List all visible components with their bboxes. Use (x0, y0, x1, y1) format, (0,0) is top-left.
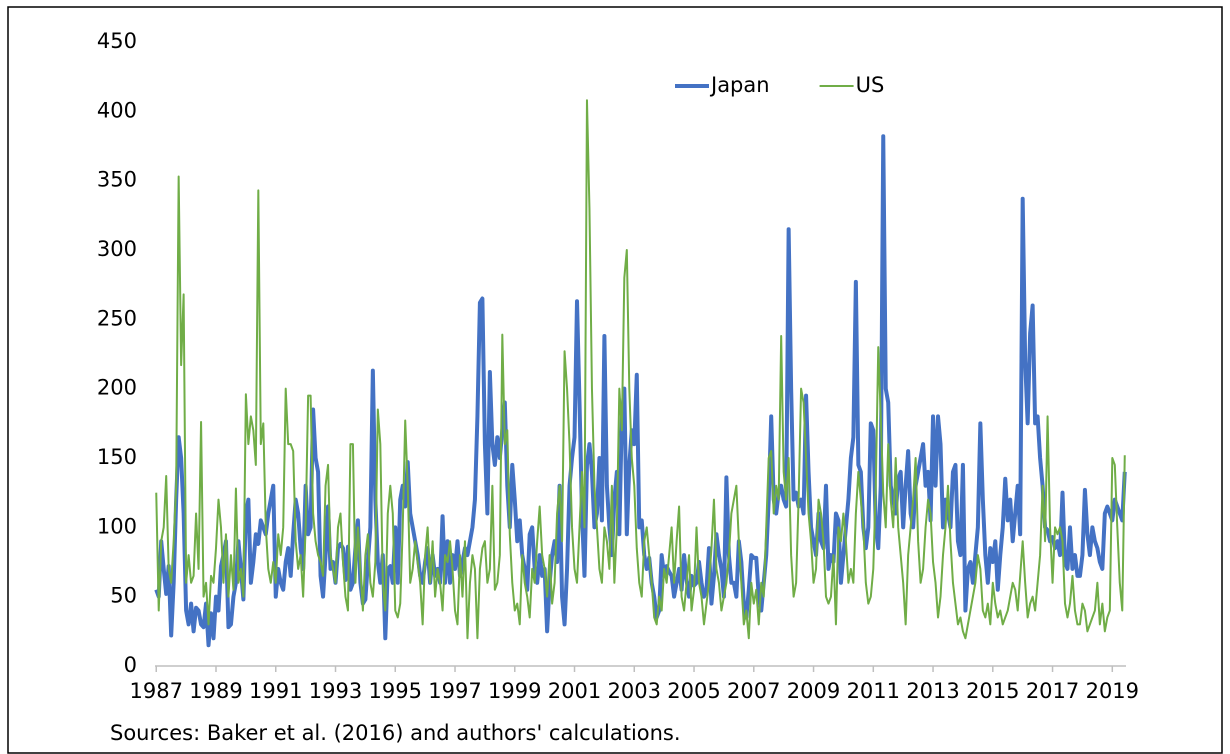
x-tick-label: 1997 (428, 679, 481, 703)
x-tick-label: 2005 (667, 679, 720, 703)
y-tick-label: 150 (97, 445, 137, 469)
x-tick-label: 2001 (548, 679, 601, 703)
legend-label: Japan (709, 73, 770, 97)
x-tick-label: 1991 (249, 679, 302, 703)
x-tick-label: 1989 (189, 679, 242, 703)
y-tick-label: 250 (97, 306, 137, 330)
y-tick-label: 50 (110, 584, 137, 608)
x-tick-label: 2017 (1026, 679, 1079, 703)
y-tick-label: 350 (97, 168, 137, 192)
y-tick-label: 450 (97, 29, 137, 53)
x-tick-label: 2013 (906, 679, 959, 703)
x-tick-label: 2009 (787, 679, 840, 703)
x-tick-label: 2015 (966, 679, 1019, 703)
y-tick-label: 100 (97, 514, 137, 538)
x-tick-label: 2007 (727, 679, 780, 703)
x-tick-label: 2019 (1086, 679, 1139, 703)
frame (7, 6, 1223, 754)
x-tick-label: 1987 (130, 679, 183, 703)
y-tick-label: 200 (97, 376, 137, 400)
x-tick-label: 1999 (488, 679, 541, 703)
legend-label: US (856, 73, 885, 97)
x-tick-label: 1995 (369, 679, 422, 703)
y-tick-label: 300 (97, 237, 137, 261)
x-tick-label: 2011 (847, 679, 900, 703)
y-tick-label: 400 (97, 98, 137, 122)
line-series (155, 99, 1126, 640)
x-tick-label: 1993 (309, 679, 362, 703)
x-tick-label: 2003 (608, 679, 661, 703)
line-series (154, 134, 1127, 648)
source-note: Sources: Baker et al. (2016) and authors… (110, 721, 681, 745)
y-tick-label: 0 (124, 653, 137, 677)
